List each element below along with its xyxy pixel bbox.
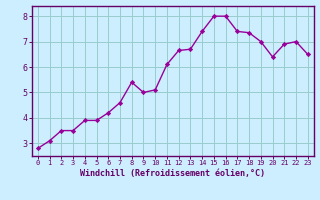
X-axis label: Windchill (Refroidissement éolien,°C): Windchill (Refroidissement éolien,°C) (80, 169, 265, 178)
